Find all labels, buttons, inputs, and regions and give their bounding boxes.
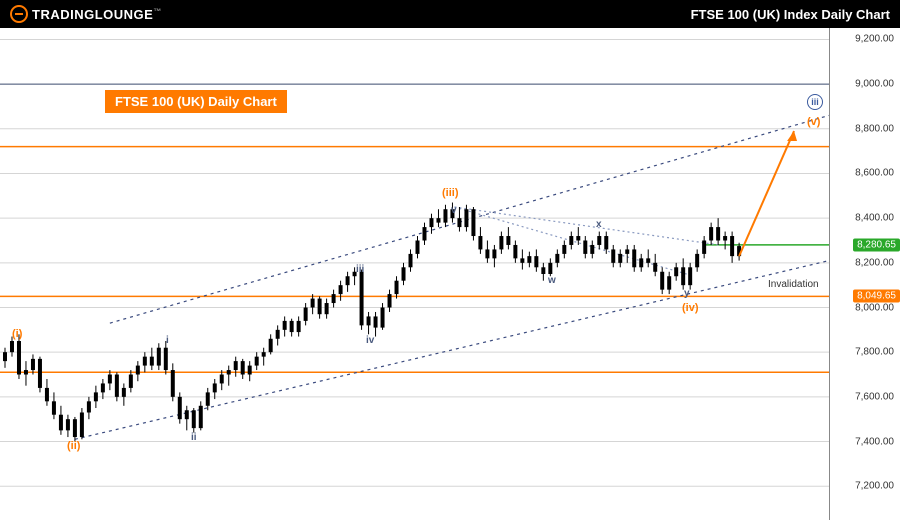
- wave-label-minor: iii: [356, 264, 364, 275]
- wave-label-minor: x: [596, 219, 602, 230]
- wave-label-minor: y: [684, 288, 690, 299]
- y-tick-label: 8,800.00: [855, 123, 894, 134]
- wave-label-circled: iii: [807, 94, 823, 110]
- logo-text: TRADINGLOUNGE™: [32, 7, 162, 22]
- wave-label-minor: iv: [366, 335, 374, 346]
- y-tick-label: 8,000.00: [855, 302, 894, 313]
- y-tick-label: 7,800.00: [855, 347, 894, 358]
- title-badge: FTSE 100 (UK) Daily Chart: [105, 90, 287, 113]
- logo-icon: [10, 5, 28, 23]
- chart-area: FTSE 100 (UK) Daily Chart (i) (ii) (iii) (i…: [0, 28, 830, 520]
- y-tick-label: 7,600.00: [855, 392, 894, 403]
- wave-label-minor: v: [451, 205, 457, 216]
- wave-label-orange: (i): [12, 328, 22, 340]
- chart-container: TRADINGLOUNGE™ FTSE 100 (UK) Index Daily…: [0, 0, 900, 522]
- invalidation-price-tag: 8,049.65: [853, 290, 900, 303]
- wave-label-orange: (v): [807, 116, 820, 128]
- wave-label-orange: (ii): [67, 440, 80, 452]
- y-tick-label: 8,600.00: [855, 168, 894, 179]
- wave-label-minor: w: [548, 275, 556, 286]
- invalidation-text: Invalidation: [768, 279, 819, 290]
- y-tick-label: 7,400.00: [855, 436, 894, 447]
- y-axis: 7,200.00 7,400.00 7,600.00 7,800.00 8,000.00…: [830, 28, 900, 520]
- y-tick-label: 7,200.00: [855, 481, 894, 492]
- wave-label-orange: (iv): [682, 302, 699, 314]
- y-tick-label: 8,200.00: [855, 257, 894, 268]
- y-tick-label: 8,400.00: [855, 213, 894, 224]
- y-tick-label: 9,200.00: [855, 34, 894, 45]
- wave-label-minor: ii: [191, 432, 197, 443]
- current-price-tag: 8,280.65: [853, 238, 900, 251]
- wave-label-orange: (iii): [442, 187, 459, 199]
- logo: TRADINGLOUNGE™: [10, 5, 162, 23]
- y-tick-label: 9,000.00: [855, 78, 894, 89]
- wave-label-minor: i: [166, 335, 169, 346]
- chart-header: TRADINGLOUNGE™ FTSE 100 (UK) Index Daily…: [0, 0, 900, 28]
- chart-title: FTSE 100 (UK) Index Daily Chart: [691, 7, 890, 22]
